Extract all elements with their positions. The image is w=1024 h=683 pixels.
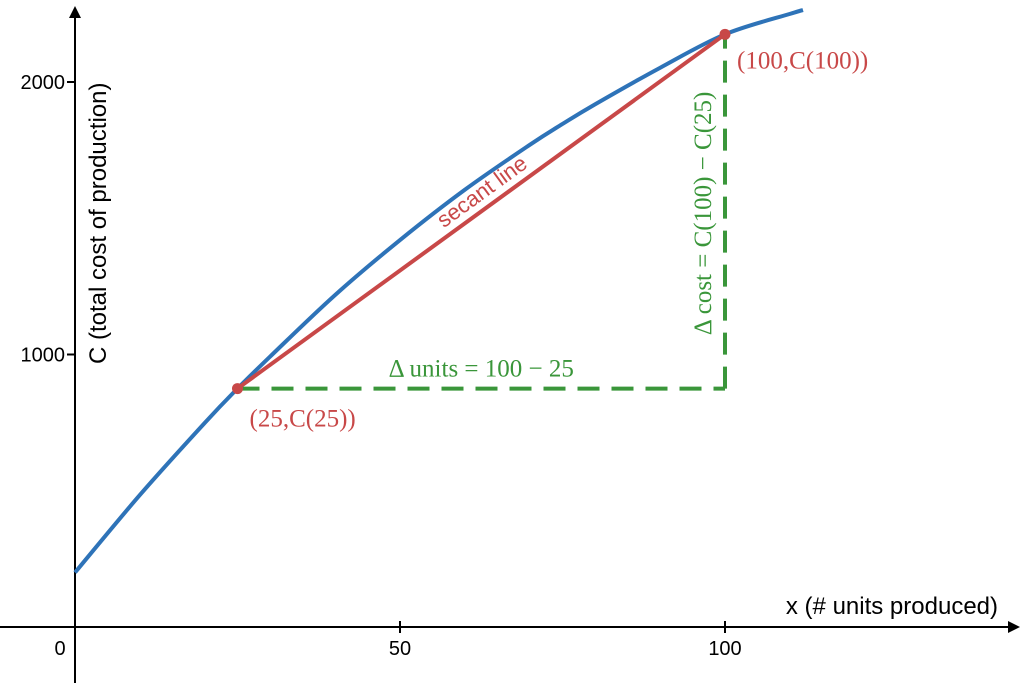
secant-end-point bbox=[719, 28, 731, 40]
x-axis-label: x (# units produced) bbox=[786, 593, 998, 620]
x-tick-label: 0 bbox=[54, 638, 65, 660]
delta-units-label: Δ units = 100 − 25 bbox=[389, 356, 574, 383]
end-point-label: (100,C(100)) bbox=[737, 47, 868, 74]
secant-start-point bbox=[232, 383, 243, 395]
y-axis-label: C (total cost of production) bbox=[85, 83, 112, 364]
secant-line bbox=[236, 32, 727, 391]
x-tick-label: 100 bbox=[708, 638, 741, 660]
x-ticks: 0 50 100 bbox=[54, 621, 742, 660]
y-tick-label: 1000 bbox=[21, 345, 66, 367]
start-point-label: (25,C(25)) bbox=[250, 406, 356, 433]
delta-cost-label: Δ cost = C(100) − C(25) bbox=[690, 92, 717, 336]
secant-line-label: secant line bbox=[432, 150, 532, 232]
y-tick-label: 2000 bbox=[21, 72, 66, 94]
cost-curve bbox=[73, 8, 804, 574]
x-tick-label: 50 bbox=[389, 638, 411, 660]
y-ticks: 1000 2000 bbox=[21, 72, 75, 367]
